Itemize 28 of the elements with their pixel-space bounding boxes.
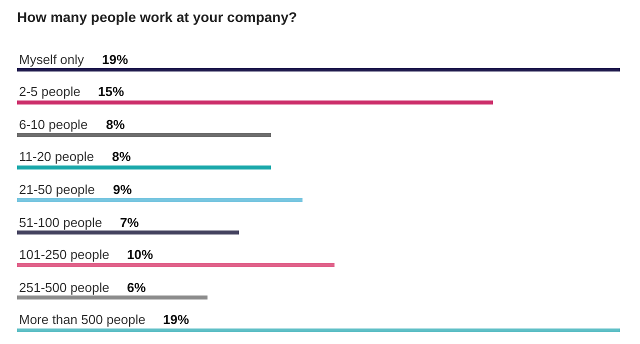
y-tick-label: 21-50 people [19,182,95,197]
bar [17,296,208,300]
data-label: 6% [127,280,146,295]
data-label: 19% [163,312,190,327]
y-tick-label: 6-10 people [19,117,88,132]
chart-title: How many people work at your company? [17,8,298,25]
y-tick-label: 251-500 people [19,280,110,295]
y-tick-label: 2-5 people [19,84,80,99]
data-label: 8% [106,117,126,132]
bar [17,263,334,268]
bar [17,68,620,72]
y-tick-label: 11-20 people [19,149,94,164]
bar [17,328,620,332]
y-tick-label: 51-100 people [19,215,102,230]
y-tick-label: 101-250 people [19,247,110,262]
bar [17,230,240,235]
data-label: 9% [113,182,132,197]
data-label: 7% [120,215,140,230]
data-label: 10% [127,247,154,262]
y-tick-label: Myself only [19,52,85,67]
data-label: 15% [98,84,124,99]
bar [17,198,303,202]
bar [17,100,494,104]
y-tick-label: More than 500 people [19,312,146,327]
data-label: 19% [102,52,128,67]
data-label: 8% [112,149,132,164]
bar [17,166,271,170]
bar [17,132,271,137]
